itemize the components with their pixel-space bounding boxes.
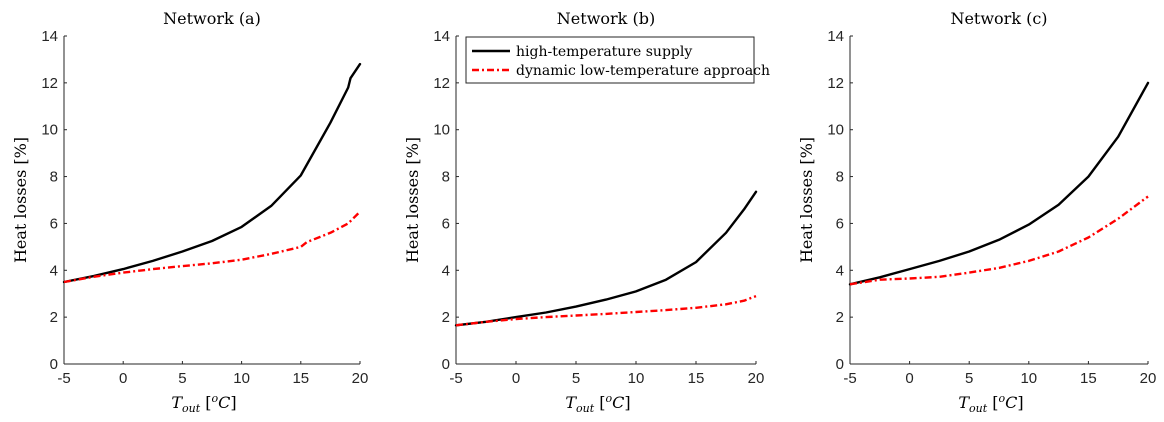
y-tick-label: 10	[433, 122, 450, 139]
y-tick-label: 8	[836, 169, 844, 186]
x-tick-label: 15	[292, 370, 309, 387]
y-tick-label: 10	[41, 122, 58, 139]
chart-title: Network (a)	[163, 9, 261, 28]
x-tick-label: -5	[57, 370, 70, 387]
y-axis-label: Heat losses [%]	[797, 137, 816, 263]
y-tick-label: 12	[41, 75, 58, 92]
x-tick-label: -5	[449, 370, 462, 387]
x-tick-label: 5	[572, 370, 580, 387]
y-tick-label: 6	[836, 215, 844, 232]
series-high-temperature-line	[454, 190, 758, 327]
y-tick-label: 14	[433, 28, 450, 45]
y-tick-label: 0	[442, 356, 450, 373]
x-tick-label: 0	[119, 370, 127, 387]
y-tick-label: 4	[442, 262, 450, 279]
y-tick-label: 12	[827, 75, 844, 92]
y-tick-label: 4	[50, 262, 58, 279]
x-axis-label: Tout [oC]	[565, 392, 630, 415]
legend-label: dynamic low-temperature approach	[516, 63, 770, 79]
x-tick-label: 0	[905, 370, 913, 387]
chart-title: Network (b)	[557, 9, 655, 28]
x-tick-label: 10	[628, 370, 645, 387]
x-tick-label: 20	[352, 370, 369, 387]
y-tick-label: 14	[827, 28, 844, 45]
y-tick-label: 6	[50, 215, 58, 232]
y-tick-label: 2	[442, 309, 450, 326]
y-tick-label: 0	[50, 356, 58, 373]
series-low-temperature-line	[455, 294, 757, 327]
series-low-temperature-line	[63, 210, 361, 284]
y-tick-label: 12	[433, 75, 450, 92]
x-axis-label: Tout [oC]	[171, 392, 236, 415]
x-tick-label: 20	[1140, 370, 1157, 387]
chart-title: Network (c)	[950, 9, 1047, 28]
x-tick-label: 5	[965, 370, 973, 387]
x-tick-label: 15	[1080, 370, 1097, 387]
x-tick-label: 10	[1020, 370, 1037, 387]
y-tick-label: 14	[41, 28, 58, 45]
y-tick-label: 0	[836, 356, 844, 373]
y-axis-label: Heat losses [%]	[11, 137, 30, 263]
series-high-temperature-line	[62, 62, 362, 284]
series-high-temperature-line	[848, 81, 1150, 286]
x-axis-label: Tout [oC]	[958, 392, 1023, 415]
y-tick-label: 2	[50, 309, 58, 326]
x-tick-label: -5	[843, 370, 856, 387]
y-tick-label: 2	[836, 309, 844, 326]
x-tick-label: 5	[178, 370, 186, 387]
y-tick-label: 10	[827, 122, 844, 139]
x-tick-label: 10	[233, 370, 250, 387]
y-tick-label: 6	[442, 215, 450, 232]
legend: high-temperature supply dynamic low-tempe…	[465, 36, 770, 84]
y-axis-label: Heat losses [%]	[403, 137, 422, 263]
legend-box	[465, 36, 755, 84]
x-tick-label: 15	[688, 370, 705, 387]
x-tick-label: 0	[512, 370, 520, 387]
y-tick-label: 4	[836, 262, 844, 279]
series-low-temperature-line	[849, 195, 1149, 286]
y-tick-label: 8	[442, 169, 450, 186]
legend-label: high-temperature supply	[516, 44, 692, 60]
x-tick-label: 20	[748, 370, 765, 387]
y-tick-label: 8	[50, 169, 58, 186]
